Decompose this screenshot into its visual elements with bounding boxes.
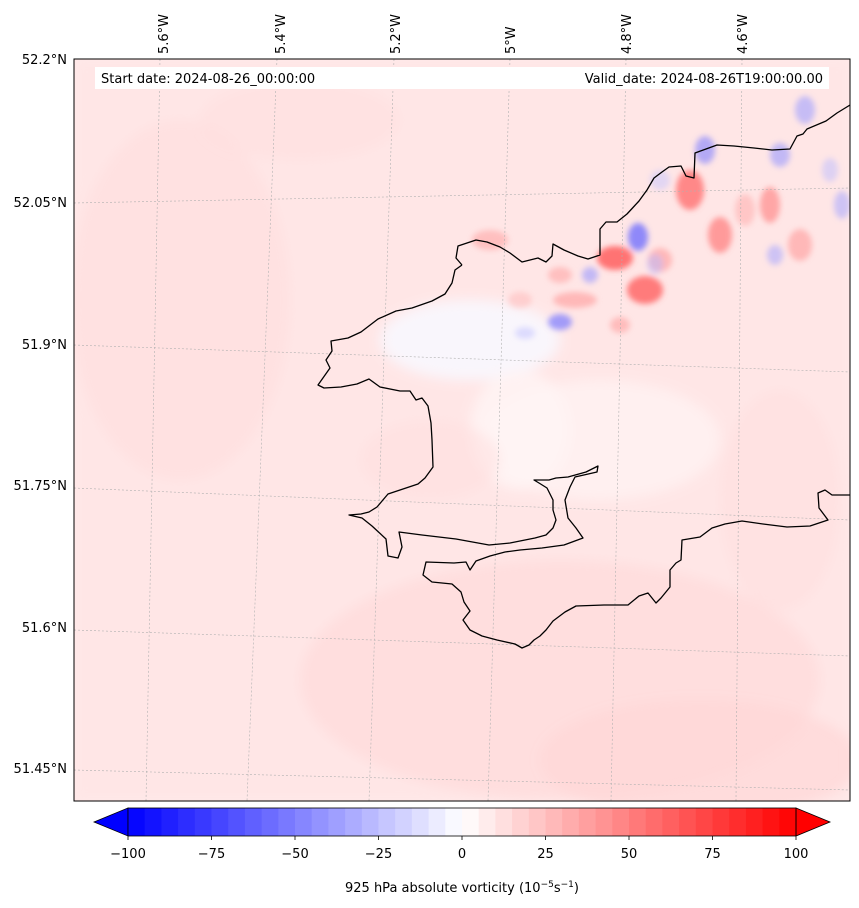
lat-label-52.2n: 52.2°N	[22, 53, 67, 68]
colorbar-segment	[178, 808, 196, 836]
vorticity-field	[74, 59, 850, 801]
colorbar-tick-label: 50	[621, 847, 638, 862]
colorbar-segment	[645, 808, 663, 836]
lon-label-4.8w: 4.8°W	[620, 14, 635, 54]
lat-label-52.05n: 52.05°N	[14, 196, 67, 211]
colorbar-segment	[445, 808, 463, 836]
lat-label-51.75n: 51.75°N	[14, 479, 67, 494]
gridline-lat-51.9n	[74, 344, 850, 373]
lon-label-5.2w: 5.2°W	[389, 14, 404, 54]
colorbar-segment	[512, 808, 530, 836]
lon-label-5w: 5°W	[504, 26, 519, 54]
colorbar-segment	[361, 808, 380, 836]
colorbar-extend-high	[795, 807, 832, 837]
lon-label-4.6w: 4.6°W	[736, 14, 751, 54]
map-frame	[73, 58, 851, 802]
colorbar-tick-label: −50	[281, 847, 308, 862]
colorbar-extend-low	[92, 807, 129, 837]
colorbar-segments	[128, 808, 797, 836]
colorbar-segment	[528, 808, 547, 836]
colorbar-segment	[295, 808, 313, 836]
gridline-lat-52.05n	[74, 187, 850, 204]
lat-label-51.9n: 51.9°N	[22, 338, 67, 353]
gridline-lat-51.75n	[74, 487, 850, 521]
colorbar-tick-label: 100	[784, 847, 809, 862]
colorbar-segment	[612, 808, 630, 836]
colorbar-segment	[428, 808, 446, 836]
colorbar: −100 −75 −50 −25 0 25 50 75 100 925 hPa absolute…	[92, 807, 832, 896]
valid-date-label: Valid_date: 2024-08-26T19:00:00.00	[585, 72, 823, 87]
colorbar-segment	[578, 808, 597, 836]
colorbar-tick-label: 75	[704, 847, 721, 862]
colorbar-segment	[745, 808, 764, 836]
colorbar-segment	[395, 808, 413, 836]
colorbar-tick-label: −75	[198, 847, 225, 862]
colorbar-segment	[712, 808, 730, 836]
colorbar-segment	[345, 808, 363, 836]
gridline-lat-51.45n	[74, 769, 850, 791]
colorbar-segment	[695, 808, 714, 836]
colorbar-segment	[545, 808, 563, 836]
colorbar-segment	[328, 808, 346, 836]
colorbar-segment	[729, 808, 747, 836]
colorbar-tick-label: −100	[110, 847, 146, 862]
colorbar-segment	[629, 808, 647, 836]
colorbar-segment	[144, 808, 162, 836]
coastline	[317, 104, 850, 649]
colorbar-segment	[662, 808, 680, 836]
colorbar-segment	[411, 808, 430, 836]
lon-label-5.4w: 5.4°W	[274, 14, 289, 54]
colorbar-segment	[228, 808, 246, 836]
colorbar-tick-label: 0	[458, 847, 466, 862]
colorbar-segment	[495, 808, 513, 836]
colorbar-segment	[278, 808, 296, 836]
colorbar-segment	[161, 808, 179, 836]
gridline-lat-51.6n	[74, 629, 850, 657]
colorbar-segment	[562, 808, 580, 836]
lat-label-51.45n: 51.45°N	[14, 762, 67, 777]
lat-label-51.6n: 51.6°N	[22, 621, 67, 636]
colorbar-segment	[244, 808, 263, 836]
colorbar-segment	[128, 808, 146, 836]
colorbar-segment	[679, 808, 697, 836]
colorbar-tick-label: 25	[537, 847, 554, 862]
coastline-north	[455, 104, 850, 266]
colorbar-segment	[779, 808, 797, 836]
colorbar-segment	[378, 808, 396, 836]
colorbar-tick-label: −25	[365, 847, 392, 862]
coastline-west-peninsula	[317, 264, 850, 649]
colorbar-segment	[194, 808, 213, 836]
lon-label-5.6w: 5.6°W	[157, 14, 172, 54]
longitude-labels: 5.6°W 5.4°W 5.2°W 5°W 4.8°W 4.6°W	[157, 14, 751, 54]
header-box	[95, 67, 829, 89]
colorbar-segment	[311, 808, 329, 836]
colorbar-segment	[261, 808, 279, 836]
latitude-labels: 52.2°N 52.05°N 51.9°N 51.75°N 51.6°N 51.…	[14, 53, 67, 777]
colorbar-segment	[762, 808, 780, 836]
colorbar-segment	[478, 808, 496, 836]
colorbar-title: 925 hPa absolute vorticity (10−5s−1)	[345, 880, 579, 896]
colorbar-segment	[211, 808, 229, 836]
colorbar-segment	[462, 808, 480, 836]
map-panel: Start date: 2024-08-26_00:00:00 Valid_da…	[74, 59, 850, 801]
gridlines	[74, 59, 850, 801]
start-date-label: Start date: 2024-08-26_00:00:00	[101, 72, 315, 87]
colorbar-segment	[595, 808, 613, 836]
colorbar-ticks: −100 −75 −50 −25 0 25 50 75 100	[110, 836, 808, 862]
